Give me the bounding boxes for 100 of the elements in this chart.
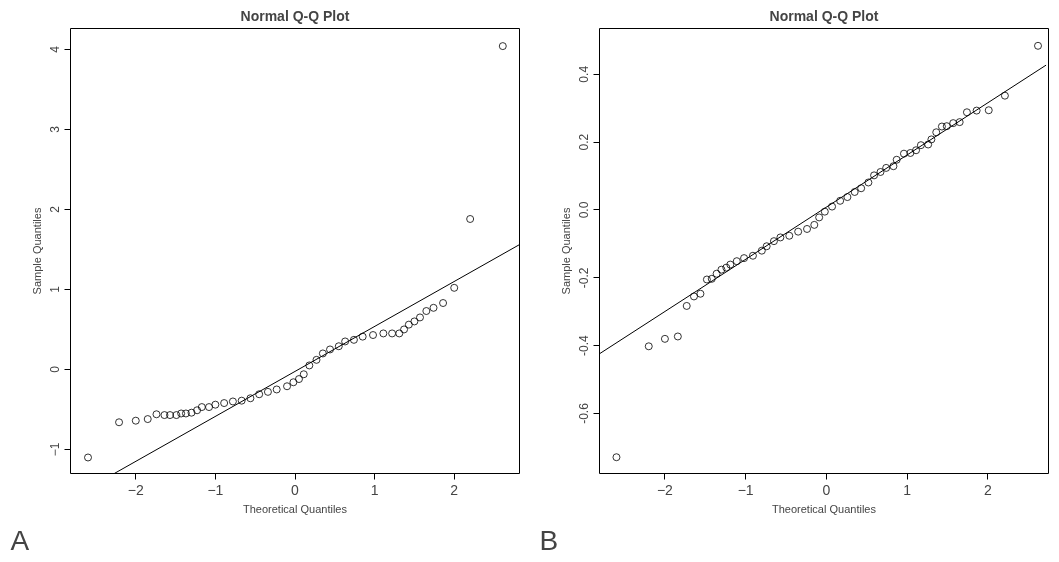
y-tick-label: -0.4 xyxy=(577,334,592,356)
point xyxy=(762,242,771,251)
point xyxy=(193,406,201,415)
point xyxy=(972,106,981,115)
point xyxy=(820,207,829,216)
point xyxy=(131,416,140,425)
point xyxy=(395,329,404,338)
point xyxy=(379,329,388,338)
point xyxy=(326,345,334,354)
point xyxy=(143,415,152,423)
point xyxy=(358,332,367,341)
point xyxy=(770,237,778,246)
chart-title: Normal Q-Q Plot xyxy=(240,7,350,24)
point xyxy=(661,334,669,343)
point xyxy=(828,202,836,211)
y-axis-title: Sample Quantiles xyxy=(559,207,572,295)
point xyxy=(892,155,901,164)
point xyxy=(712,269,721,278)
point xyxy=(776,233,785,242)
point xyxy=(152,410,161,419)
point xyxy=(757,246,766,255)
point xyxy=(400,325,408,334)
y-tick-label: 2 xyxy=(48,205,63,213)
point xyxy=(803,225,811,233)
y-axis-title: Sample Quantiles xyxy=(30,207,43,295)
point xyxy=(388,329,397,338)
y-tick-label: 1 xyxy=(48,285,63,293)
point xyxy=(350,335,358,344)
point xyxy=(312,355,321,364)
x-tick-label: 1 xyxy=(370,481,379,498)
y-tick-label: -0.2 xyxy=(577,267,592,289)
y-tick-label: 0 xyxy=(48,365,63,373)
point xyxy=(810,220,819,229)
point xyxy=(410,317,419,326)
point xyxy=(272,385,281,394)
point xyxy=(644,342,653,351)
point xyxy=(749,251,757,260)
point xyxy=(696,289,705,298)
point xyxy=(836,196,845,205)
point xyxy=(246,394,255,403)
y-tick-label: 0.2 xyxy=(577,133,592,151)
text: A xyxy=(10,524,30,556)
point xyxy=(115,418,123,427)
point xyxy=(264,387,272,396)
point xyxy=(160,411,169,419)
point xyxy=(237,396,246,405)
y-tick-label: 3 xyxy=(48,125,63,133)
x-tick-label: −2 xyxy=(127,481,144,498)
point xyxy=(949,119,958,128)
point xyxy=(439,299,447,307)
point xyxy=(924,140,933,149)
text: B xyxy=(539,524,559,556)
point xyxy=(166,411,174,419)
point xyxy=(182,409,190,418)
point xyxy=(673,332,682,341)
point xyxy=(205,403,213,411)
y-tick-label: -0.6 xyxy=(577,402,592,424)
point xyxy=(1034,41,1042,50)
point xyxy=(612,453,621,462)
point xyxy=(857,184,866,193)
point xyxy=(177,409,186,418)
point xyxy=(429,303,438,312)
y-tick-label: −1 xyxy=(48,442,63,457)
x-tick-label: 2 xyxy=(450,481,459,498)
point xyxy=(283,382,291,391)
point xyxy=(917,141,925,150)
point xyxy=(815,213,824,222)
point xyxy=(341,337,350,346)
point xyxy=(318,349,327,358)
point xyxy=(229,397,237,406)
point xyxy=(912,146,920,155)
point xyxy=(870,171,878,180)
point xyxy=(722,263,731,272)
point xyxy=(864,178,873,187)
point xyxy=(717,265,726,274)
y-tick-label: 4 xyxy=(48,45,63,53)
point xyxy=(220,399,229,407)
point xyxy=(927,135,936,144)
point xyxy=(466,215,475,223)
point xyxy=(682,302,691,310)
point xyxy=(703,275,711,284)
chart-title: Normal Q-Q Plot xyxy=(769,7,879,24)
point xyxy=(172,411,181,419)
point xyxy=(690,292,698,301)
point xyxy=(942,122,951,131)
point xyxy=(299,370,308,379)
point xyxy=(369,331,377,339)
point xyxy=(938,122,946,131)
point xyxy=(334,342,343,351)
x-tick-label: −1 xyxy=(737,481,754,498)
point xyxy=(984,106,993,115)
y-tick-label: 0.0 xyxy=(577,201,592,219)
x-tick-label: 0 xyxy=(822,481,831,498)
point xyxy=(197,403,206,411)
point xyxy=(843,193,852,201)
point xyxy=(416,313,424,322)
point xyxy=(211,400,220,409)
point xyxy=(422,307,431,315)
point xyxy=(726,260,735,269)
x-tick-label: −2 xyxy=(656,481,674,498)
